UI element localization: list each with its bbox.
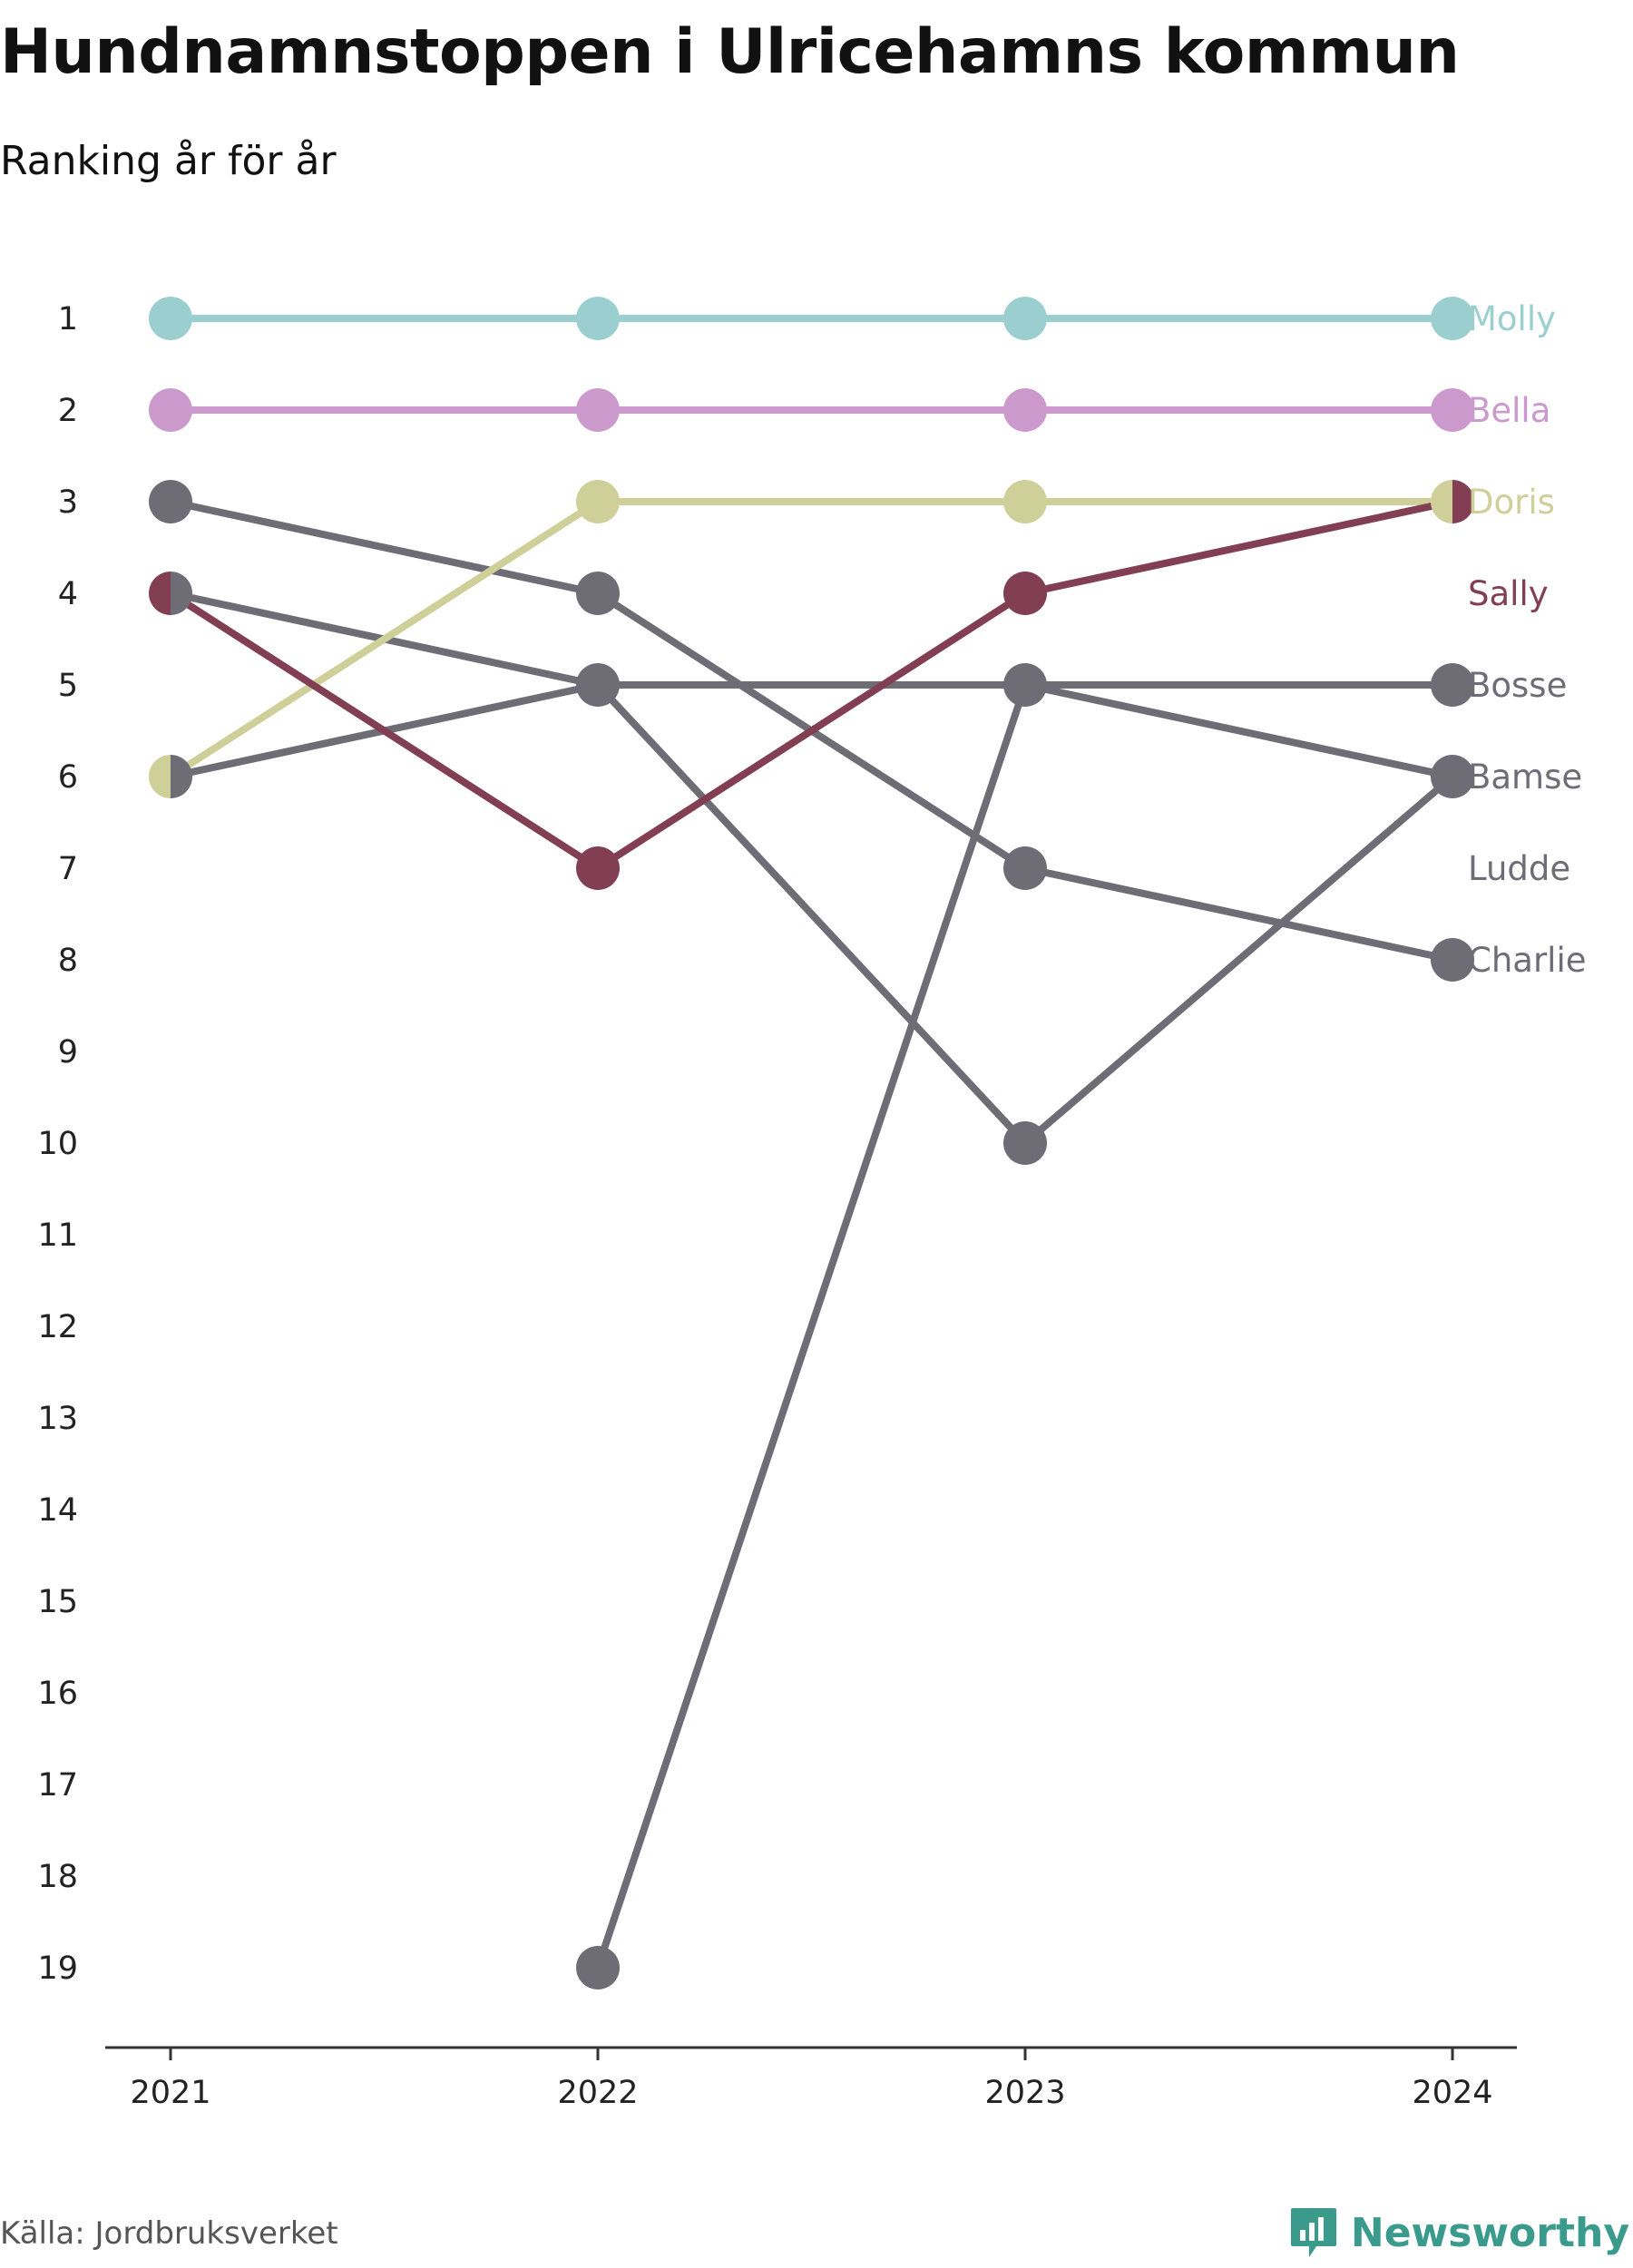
series-label-bamse: Bamse (1468, 758, 1582, 797)
data-point-charlie (149, 480, 192, 523)
y-tick-label: 8 (58, 943, 78, 979)
data-point-molly (576, 297, 620, 340)
y-tick-label: 14 (37, 1492, 78, 1529)
data-point-sally-bamse (149, 572, 192, 615)
y-tick-label: 17 (37, 1767, 78, 1804)
y-tick-label: 7 (58, 851, 78, 887)
brand-name: Newsworthy (1350, 2209, 1629, 2256)
y-tick-label: 18 (37, 1859, 78, 1895)
data-point-molly (1431, 297, 1474, 340)
y-tick-label: 3 (58, 484, 78, 521)
data-point-bosse (1431, 663, 1474, 707)
data-point-doris-sally (1431, 480, 1474, 523)
chart-title: Hundnamnstoppen i Ulricehamns kommun (0, 16, 1460, 88)
data-point-doris (576, 480, 620, 523)
y-tick-label: 9 (58, 1034, 78, 1070)
data-point-half-right (1452, 480, 1474, 523)
y-tick-label: 11 (37, 1217, 78, 1254)
y-tick-label: 2 (58, 393, 78, 429)
data-point-bosse-bamse (576, 663, 620, 707)
data-point-molly (149, 297, 192, 340)
y-tick-label: 19 (37, 1950, 78, 1987)
data-point-bamse-ludde (1431, 755, 1474, 798)
x-tick-label: 2021 (130, 2075, 210, 2111)
data-point-molly (1003, 297, 1047, 340)
series-line-sally (167, 498, 1456, 872)
brand[interactable]: Newsworthy (1289, 2206, 1629, 2259)
y-tick-label: 10 (37, 1126, 78, 1162)
data-point-charlie (1431, 938, 1474, 982)
series-label-doris: Doris (1468, 483, 1555, 522)
y-tick-label: 1 (58, 301, 78, 337)
x-tick-label: 2023 (984, 2075, 1065, 2111)
series-end-labels: Molly Bella Doris Sally Bosse Bamse Ludde Charl… (1468, 299, 1587, 980)
data-point-charlie (1003, 846, 1047, 890)
data-point-half-right (171, 755, 192, 798)
data-point-half-left (1431, 480, 1452, 523)
data-point-ludde (576, 1946, 620, 1989)
data-point-charlie (576, 572, 620, 615)
bar-chart-speech-bubble-icon (1290, 2208, 1336, 2257)
x-axis-ticks: 2021 2022 2023 2024 (130, 2048, 1493, 2111)
y-tick-label: 13 (37, 1401, 78, 1437)
series-lines (167, 315, 1456, 1971)
data-point-bella (1003, 388, 1047, 432)
data-point-half-left (149, 755, 171, 798)
series-label-charlie: Charlie (1468, 941, 1587, 980)
series-label-bella: Bella (1468, 391, 1550, 430)
series-points (149, 297, 1474, 1989)
data-point-doris (1003, 480, 1047, 523)
series-line-doris (167, 498, 1456, 780)
data-point-bella (1431, 388, 1474, 432)
y-tick-label: 4 (58, 576, 78, 612)
series-label-sally: Sally (1468, 574, 1549, 613)
series-label-molly: Molly (1468, 299, 1556, 338)
data-point-sally (576, 846, 620, 890)
x-tick-label: 2024 (1412, 2075, 1492, 2111)
y-tick-label: 16 (37, 1676, 78, 1712)
data-point-half-left (149, 572, 171, 615)
y-tick-label: 5 (58, 668, 78, 704)
data-point-bella (576, 388, 620, 432)
data-point-bella (149, 388, 192, 432)
data-point-sally (1003, 572, 1047, 615)
y-tick-label: 15 (37, 1584, 78, 1620)
x-tick-label: 2022 (557, 2075, 638, 2111)
series-line-bamse (167, 590, 1456, 1147)
series-label-ludde: Ludde (1468, 849, 1570, 888)
data-point-bamse (1003, 1121, 1047, 1165)
source-note: Källa: Jordbruksverket (0, 2215, 338, 2252)
data-point-half-right (171, 572, 192, 615)
data-point-doris-bosse (149, 755, 192, 798)
y-tick-label: 12 (37, 1309, 78, 1345)
series-label-bosse: Bosse (1468, 666, 1567, 705)
chart-subtitle: Ranking år för år (0, 138, 337, 184)
data-point-bosse-ludde (1003, 663, 1047, 707)
y-tick-label: 6 (58, 759, 78, 796)
